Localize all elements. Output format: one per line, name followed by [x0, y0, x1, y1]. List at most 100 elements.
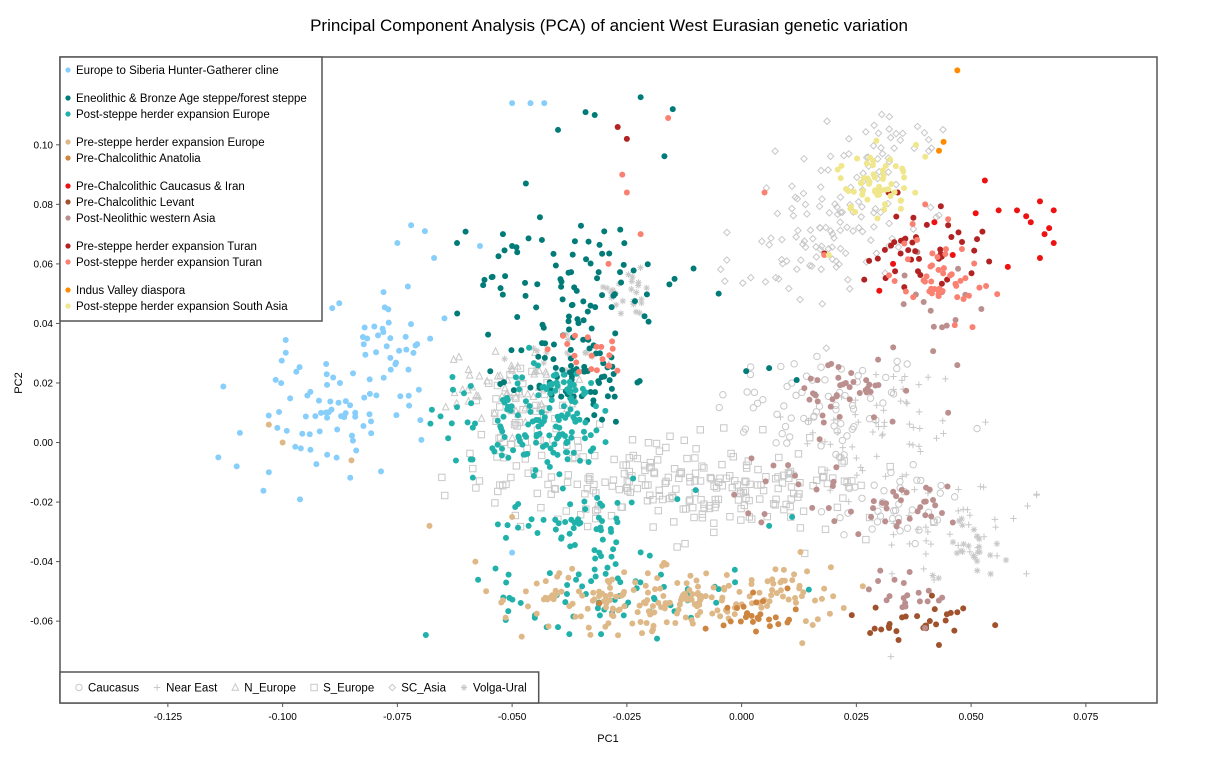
data-point — [510, 387, 517, 394]
data-point — [282, 336, 289, 343]
reference-point — [843, 223, 851, 232]
reference-point — [939, 417, 946, 425]
reference-point — [924, 374, 932, 381]
data-point — [779, 577, 786, 584]
data-point — [929, 262, 936, 269]
data-point — [843, 186, 850, 193]
reference-point — [866, 394, 875, 402]
data-point — [891, 278, 898, 285]
data-point — [809, 622, 816, 629]
data-point — [587, 388, 594, 395]
series-legend: Europe to Siberia Hunter-Gatherer cline E… — [59, 56, 323, 322]
data-point — [426, 522, 433, 529]
data-point — [743, 368, 750, 375]
data-point — [580, 368, 587, 375]
data-point — [533, 304, 540, 311]
data-point — [933, 621, 940, 628]
data-point — [1027, 219, 1034, 226]
reference-point — [906, 440, 913, 448]
data-point — [598, 631, 605, 638]
data-point — [875, 356, 882, 363]
data-point — [766, 623, 773, 630]
reference-point — [875, 423, 882, 430]
data-point — [538, 236, 545, 243]
data-point — [785, 596, 792, 603]
data-point — [454, 240, 461, 247]
reference-point — [516, 389, 525, 398]
data-point — [405, 392, 412, 399]
reference-point — [873, 518, 882, 526]
legend-label: Post-Neolithic western Asia — [76, 213, 216, 225]
data-point — [533, 439, 540, 446]
data-point — [643, 619, 650, 626]
data-point — [360, 341, 367, 348]
data-point — [325, 409, 332, 416]
reference-point — [696, 426, 704, 434]
data-point — [660, 592, 667, 599]
data-point — [588, 352, 595, 359]
reference-point — [930, 576, 938, 584]
reference-point — [662, 443, 670, 452]
data-point — [587, 302, 594, 309]
data-point — [547, 390, 554, 397]
reference-point — [771, 501, 779, 509]
reference-point — [675, 474, 683, 483]
data-point — [863, 160, 870, 167]
reference-point — [888, 570, 896, 577]
data-point — [887, 192, 894, 199]
data-point — [606, 352, 613, 359]
data-point — [687, 595, 694, 602]
data-point — [736, 588, 743, 595]
data-point — [408, 222, 415, 229]
reference-point — [655, 447, 664, 455]
data-point — [541, 354, 548, 361]
data-point — [585, 238, 592, 245]
legend-label: Pre-steppe herder expansion Europe — [76, 137, 265, 149]
data-point — [805, 586, 812, 593]
data-point — [548, 397, 555, 404]
data-point — [869, 162, 876, 169]
reference-point — [496, 403, 504, 411]
data-point — [499, 231, 506, 238]
data-point — [236, 429, 243, 436]
data-point — [509, 596, 516, 603]
reference-point — [551, 485, 560, 493]
y-tick-label: 0.06 — [34, 259, 54, 270]
data-point — [614, 499, 621, 506]
reference-point — [670, 518, 678, 526]
reference-point — [511, 392, 520, 401]
data-point — [518, 347, 525, 354]
data-point — [526, 403, 533, 410]
data-point — [702, 625, 709, 632]
reference-point — [800, 237, 809, 246]
reference-point — [869, 141, 878, 150]
reference-point — [677, 469, 686, 478]
data-point — [522, 279, 529, 286]
reference-point — [496, 370, 505, 379]
data-point — [609, 576, 616, 583]
reference-point — [866, 236, 875, 245]
reference-point — [574, 443, 583, 452]
reference-point — [959, 522, 966, 529]
data-point — [665, 115, 672, 122]
reference-point — [892, 129, 900, 138]
reference-point — [816, 224, 825, 232]
legend-label: Pre-Chalcolithic Anatolia — [76, 153, 201, 165]
reference-point — [628, 286, 635, 293]
data-point — [475, 576, 482, 583]
data-point — [935, 147, 942, 154]
data-point — [900, 301, 907, 308]
data-point — [1036, 254, 1043, 261]
data-point — [499, 428, 506, 435]
reference-point — [686, 496, 694, 504]
data-point — [402, 333, 409, 340]
reference-point — [877, 143, 885, 152]
reference-point — [845, 134, 853, 143]
data-point — [335, 399, 342, 406]
data-point — [566, 378, 573, 385]
reference-point — [869, 222, 878, 231]
data-point — [606, 377, 613, 384]
data-point — [462, 228, 469, 235]
data-point — [836, 413, 843, 420]
legend-label: Eneolithic & Bronze Age steppe/forest st… — [76, 93, 307, 105]
